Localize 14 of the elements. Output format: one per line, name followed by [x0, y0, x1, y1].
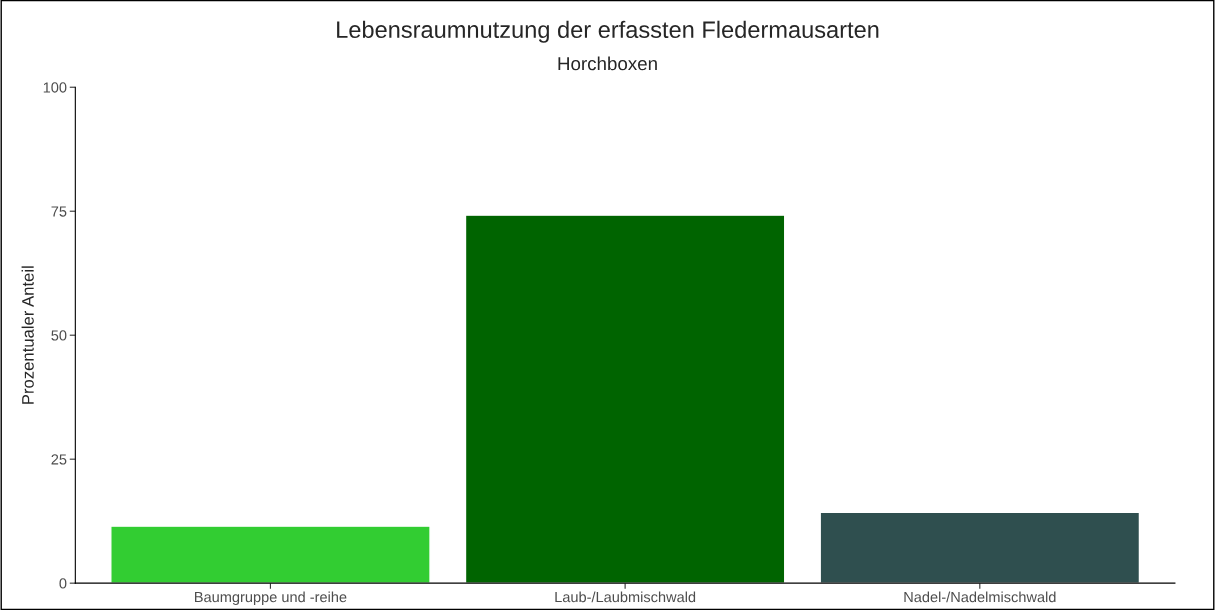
x-tick-label: Laub-/Laubmischwald: [555, 591, 696, 603]
bar: [464, 214, 786, 584]
y-tick-label: 25: [51, 454, 67, 465]
y-axis-title: Prozentualer Anteil: [21, 266, 34, 404]
bar: [819, 511, 1141, 584]
x-tick-label: Nadel-/Nadelmischwald: [904, 591, 1056, 603]
x-tick-label: Baumgruppe und -reihe: [195, 591, 347, 606]
chart-subtitle: Horchboxen: [558, 56, 657, 71]
y-tick-label: 50: [51, 330, 67, 341]
chart-title: Lebensraumnutzung der erfassten Fledermausarten: [337, 20, 879, 43]
bar: [110, 525, 431, 584]
y-tick-label: 75: [51, 206, 67, 217]
y-tick-label: 100: [43, 82, 67, 93]
y-tick-label: 0: [59, 578, 67, 589]
